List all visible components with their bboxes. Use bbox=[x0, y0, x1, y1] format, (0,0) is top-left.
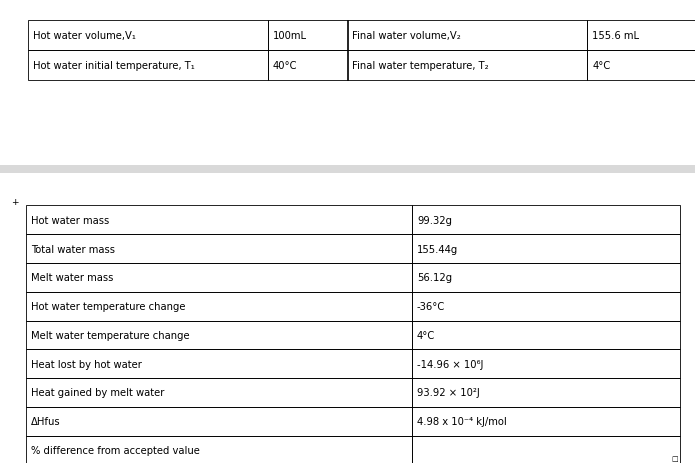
Bar bbox=[412, 321, 680, 350]
Bar bbox=[348, 51, 587, 81]
Text: Total water mass: Total water mass bbox=[31, 244, 115, 254]
Text: 40°C: 40°C bbox=[272, 61, 297, 71]
Bar bbox=[28, 51, 268, 81]
Text: Melt water mass: Melt water mass bbox=[31, 273, 114, 283]
Bar bbox=[348, 21, 587, 51]
Text: 56.12g: 56.12g bbox=[417, 273, 452, 283]
Text: 155.44g: 155.44g bbox=[417, 244, 458, 254]
Text: 4°C: 4°C bbox=[417, 330, 435, 340]
Text: -14.96 × 10⁶J: -14.96 × 10⁶J bbox=[417, 359, 484, 369]
Text: Final water volume,V₂: Final water volume,V₂ bbox=[352, 31, 461, 41]
Bar bbox=[26, 206, 412, 235]
Bar bbox=[412, 235, 680, 263]
Text: Final water temperature, T₂: Final water temperature, T₂ bbox=[352, 61, 489, 71]
Bar bbox=[26, 407, 412, 436]
Bar bbox=[28, 21, 268, 51]
Text: 93.92 × 10²J: 93.92 × 10²J bbox=[417, 388, 480, 398]
Text: 155.6 mL: 155.6 mL bbox=[592, 31, 639, 41]
Text: -36°C: -36°C bbox=[417, 301, 445, 312]
Text: +: + bbox=[12, 198, 19, 207]
Text: Heat lost by hot water: Heat lost by hot water bbox=[31, 359, 142, 369]
Text: Hot water initial temperature, T₁: Hot water initial temperature, T₁ bbox=[33, 61, 195, 71]
Bar bbox=[412, 407, 680, 436]
Bar bbox=[26, 350, 412, 378]
Bar bbox=[26, 235, 412, 263]
Bar bbox=[26, 321, 412, 350]
Bar bbox=[412, 436, 680, 463]
Text: Hot water temperature change: Hot water temperature change bbox=[31, 301, 186, 312]
Bar bbox=[268, 51, 348, 81]
Text: 100mL: 100mL bbox=[272, 31, 306, 41]
Text: Heat gained by melt water: Heat gained by melt water bbox=[31, 388, 165, 398]
Bar bbox=[587, 51, 695, 81]
Bar bbox=[412, 206, 680, 235]
Bar bbox=[0, 165, 695, 174]
Text: 4.98 x 10⁻⁴ kJ/mol: 4.98 x 10⁻⁴ kJ/mol bbox=[417, 416, 507, 426]
Bar bbox=[26, 436, 412, 463]
Bar bbox=[412, 263, 680, 292]
Text: % difference from accepted value: % difference from accepted value bbox=[31, 445, 200, 455]
Bar bbox=[587, 21, 695, 51]
Bar bbox=[26, 292, 412, 321]
Text: Hot water mass: Hot water mass bbox=[31, 215, 110, 225]
Bar bbox=[412, 350, 680, 378]
Text: Hot water volume,V₁: Hot water volume,V₁ bbox=[33, 31, 136, 41]
Text: 99.32g: 99.32g bbox=[417, 215, 452, 225]
Bar bbox=[26, 263, 412, 292]
Bar bbox=[26, 378, 412, 407]
Text: □: □ bbox=[671, 455, 678, 461]
Bar bbox=[268, 21, 348, 51]
Text: Melt water temperature change: Melt water temperature change bbox=[31, 330, 190, 340]
Bar bbox=[412, 378, 680, 407]
Text: 4°C: 4°C bbox=[592, 61, 610, 71]
Text: ΔHfus: ΔHfus bbox=[31, 416, 61, 426]
Bar bbox=[412, 292, 680, 321]
